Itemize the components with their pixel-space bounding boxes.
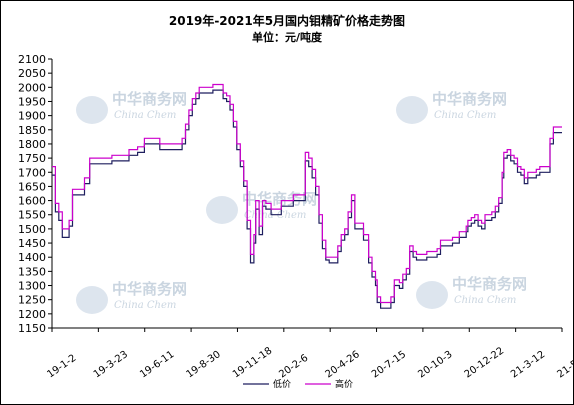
y-tick-label: 2050 [18, 67, 46, 80]
watermark-en: China Chem [454, 295, 516, 306]
series-layer [52, 83, 562, 309]
watermark-en: China Chem [114, 110, 176, 121]
y-tick-label: 1200 [18, 308, 46, 321]
x-tick-label: 20-10-3 [416, 349, 454, 380]
x-tick-label: 21-3-12 [509, 349, 547, 380]
x-tick-label: 20-4-26 [324, 349, 362, 380]
series-line-0 [52, 89, 562, 309]
y-tick-label: 1900 [18, 110, 46, 123]
series-line-1 [52, 83, 562, 304]
x-tick-label: 19-6-11 [138, 349, 176, 380]
watermark-globe-icon [76, 96, 108, 124]
legend-label-1: 高价 [335, 378, 353, 390]
watermark-0: 中华商务网 China Chem [76, 90, 187, 124]
y-tick-label: 1550 [18, 209, 46, 222]
watermark-globe-icon [416, 281, 448, 309]
y-tick-label: 1950 [18, 95, 46, 108]
x-tick-label: 19-3-23 [92, 349, 130, 380]
watermark-3: 中华商务网 China Chem [76, 280, 187, 314]
legend: 低价 高价 [243, 378, 353, 390]
x-tick-label: 20-12-22 [463, 345, 506, 380]
watermark-globe-icon [396, 96, 428, 124]
y-tick-label: 1300 [18, 280, 46, 293]
y-tick-label: 1650 [18, 180, 46, 193]
chart-title: 2019年-2021年5月国内钼精矿价格走势图 [168, 14, 406, 28]
watermark-cn: 中华商务网 [452, 275, 527, 293]
x-tick-label: 21-5-31 [555, 349, 574, 380]
y-tick-label: 2000 [18, 81, 46, 94]
x-tick-label: 20-2-6 [277, 353, 310, 381]
y-tick-label: 1500 [18, 223, 46, 236]
watermark-4: 中华商务网 China Chem [416, 275, 527, 309]
watermark-1: 中华商务网 China Chem [396, 90, 507, 124]
watermark-globe-icon [76, 286, 108, 314]
y-tick-label: 1750 [18, 152, 46, 165]
x-tick-label: 19-8-30 [185, 349, 223, 380]
y-tick-label: 1150 [18, 322, 46, 335]
y-tick-label: 1600 [18, 195, 46, 208]
chart-subtitle: 单位：元/吨度 [251, 31, 323, 44]
watermark-cn: 中华商务网 [432, 90, 507, 108]
watermark-en: China Chem [244, 210, 306, 221]
watermark-en: China Chem [434, 110, 496, 121]
y-tick-label: 2100 [18, 53, 46, 66]
watermark-en: China Chem [114, 300, 176, 311]
x-tick-label: 20-7-15 [370, 349, 408, 380]
watermark-layer: 中华商务网 China Chem 中华商务网 China Chem 中华商务网 China… [76, 90, 527, 314]
y-tick-label: 1800 [18, 138, 46, 151]
watermark-globe-icon [206, 196, 238, 224]
legend-label-0: 低价 [273, 378, 291, 390]
y-tick-label: 1250 [18, 294, 46, 307]
y-tick-label: 1850 [18, 124, 46, 137]
y-tick-label: 1700 [18, 166, 46, 179]
watermark-cn: 中华商务网 [112, 90, 187, 108]
x-tick-label: 19-11-18 [231, 345, 274, 380]
x-tick-label: 19-1-2 [45, 353, 78, 381]
watermark-cn: 中华商务网 [112, 280, 187, 298]
y-tick-label: 1450 [18, 237, 46, 250]
y-tick-label: 1350 [18, 265, 46, 278]
y-tick-label: 1400 [18, 251, 46, 264]
